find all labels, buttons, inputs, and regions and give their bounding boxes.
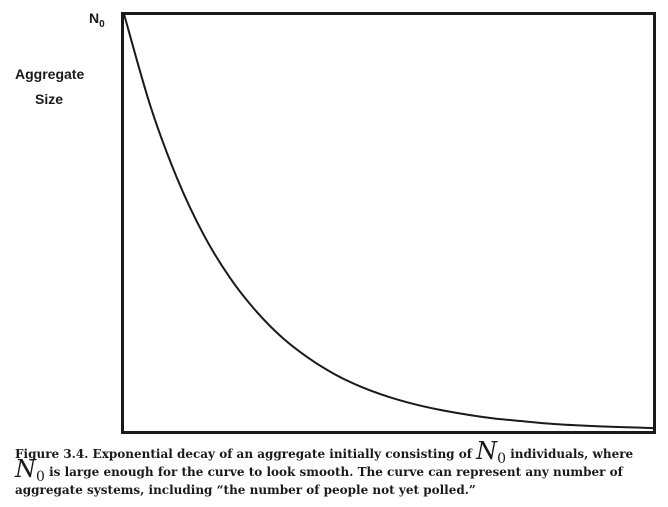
caption-text-3: is large enough for the curve to look sm…	[15, 465, 623, 497]
y-tick-label-main: N	[89, 10, 99, 26]
caption-math-n0-1: N0	[476, 437, 506, 465]
caption-math-n0-1-main: N	[476, 437, 497, 465]
caption-text-2: individuals, where	[506, 447, 633, 461]
caption-math-n0-2: N0	[15, 455, 45, 483]
caption-text-1: Figure 3.4. Exponential decay of an aggr…	[15, 447, 476, 461]
y-axis-label-line-2: Size	[35, 91, 63, 107]
series-line-0	[124, 14, 653, 428]
caption-math-n0-2-main: N	[15, 455, 36, 483]
chart: Aggregate Size N0	[0, 0, 668, 440]
y-tick-label-sub: 0	[99, 19, 105, 30]
series-layer	[124, 14, 653, 428]
y-tick-label: N0	[89, 10, 105, 30]
plot-frame	[123, 14, 655, 433]
y-axis-label-line-1: Aggregate	[15, 66, 84, 82]
figure-caption: Figure 3.4. Exponential decay of an aggr…	[15, 446, 655, 499]
